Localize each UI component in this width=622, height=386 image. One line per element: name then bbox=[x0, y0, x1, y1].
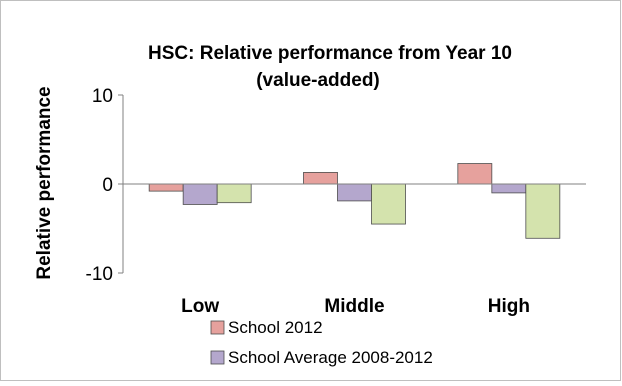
bar-1-low bbox=[148, 183, 184, 192]
chart-title-line1: HSC: Relative performance from Year 10 bbox=[148, 43, 512, 64]
y-tick-label: 10 bbox=[92, 86, 113, 107]
legend-label: School Average 2008-2012 bbox=[228, 348, 433, 367]
bar-1-middle bbox=[303, 172, 338, 185]
chart-title-line2: (value-added) bbox=[256, 70, 380, 91]
bar-3-middle bbox=[371, 183, 406, 225]
x-tick-label: Middle bbox=[324, 296, 384, 317]
x-tick-label: Low bbox=[181, 296, 219, 317]
legend-swatch bbox=[210, 320, 225, 335]
bar-3-high bbox=[525, 183, 561, 239]
bar-2-low bbox=[182, 183, 218, 205]
bar-2-middle bbox=[337, 183, 372, 202]
bar-3-low bbox=[216, 183, 252, 204]
y-axis-label: Relative performance bbox=[34, 86, 55, 279]
legend-swatch bbox=[210, 350, 225, 365]
y-tick-label: 0 bbox=[102, 175, 113, 196]
legend-label: School 2012 bbox=[228, 318, 323, 337]
bar-1-high bbox=[457, 163, 493, 185]
x-tick-label: High bbox=[488, 296, 530, 317]
y-tick-label: -10 bbox=[86, 264, 113, 285]
bar-2-high bbox=[491, 183, 527, 194]
